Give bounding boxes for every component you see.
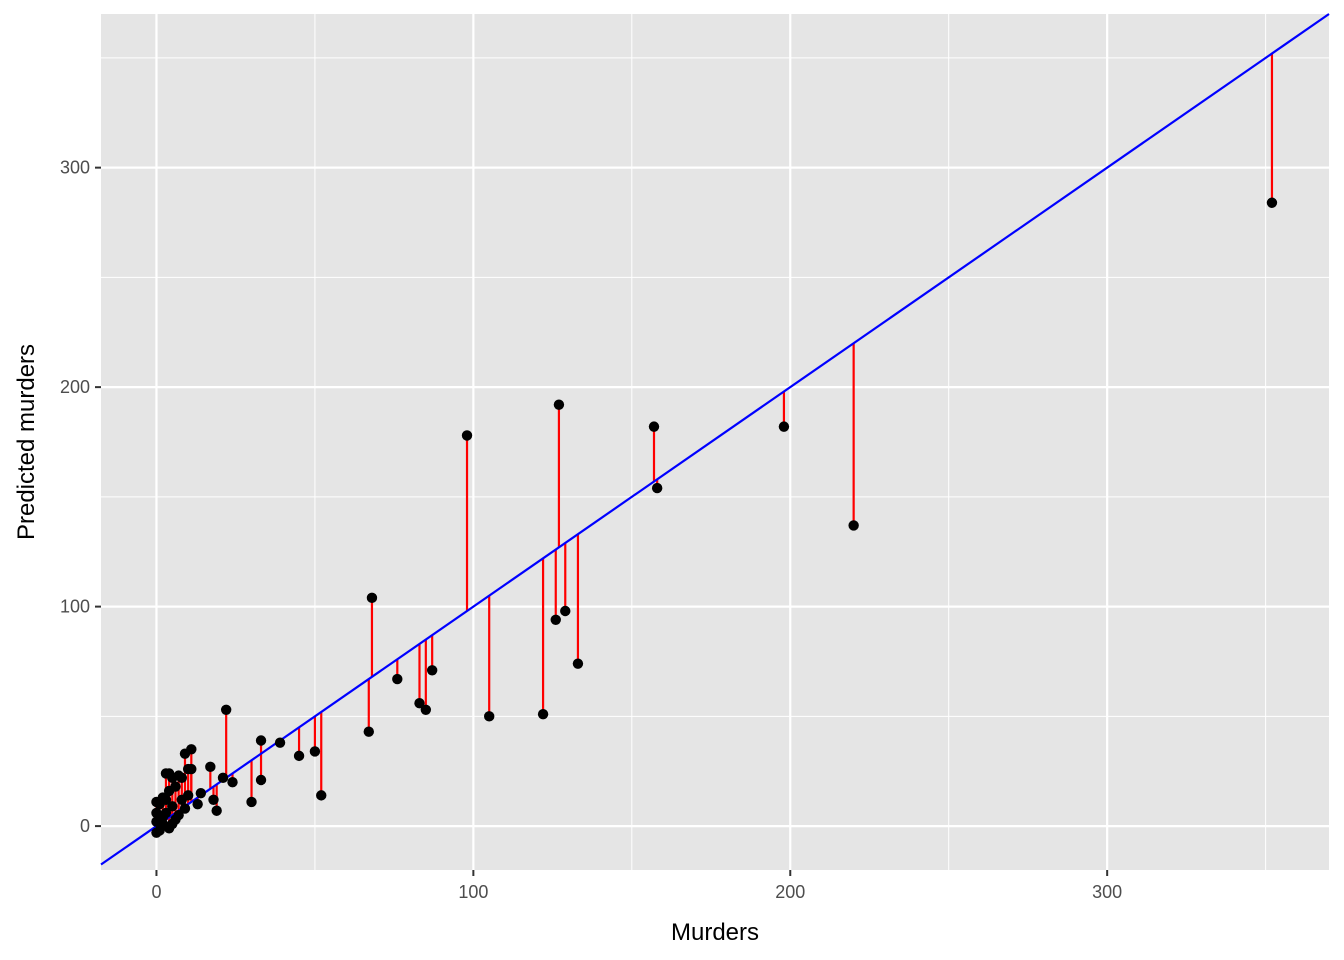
data-point xyxy=(176,794,188,805)
data-point xyxy=(220,704,232,715)
grid-major xyxy=(101,14,1329,870)
data-point xyxy=(461,430,473,441)
reference-line-group xyxy=(100,13,1330,866)
data-point xyxy=(274,737,286,748)
data-point xyxy=(163,785,175,797)
data-point xyxy=(651,482,663,494)
x-tick-label: 300 xyxy=(1092,882,1122,902)
x-tick-label: 100 xyxy=(458,882,488,902)
data-point xyxy=(363,726,374,737)
data-point xyxy=(560,605,571,617)
y-tick-label: 200 xyxy=(60,377,90,397)
data-point xyxy=(179,803,191,814)
data-point xyxy=(572,658,584,669)
data-point xyxy=(211,805,222,816)
data-points xyxy=(151,197,1278,838)
data-point xyxy=(151,796,162,808)
data-point xyxy=(1266,197,1278,208)
y-tick-label: 0 xyxy=(80,816,90,836)
data-point xyxy=(217,772,229,784)
data-point xyxy=(160,768,172,779)
data-point xyxy=(167,801,178,812)
data-point xyxy=(550,614,561,625)
data-point xyxy=(246,796,257,808)
y-tick-label: 300 xyxy=(60,158,90,178)
data-point xyxy=(182,763,194,775)
data-point xyxy=(179,748,191,759)
data-point xyxy=(255,774,267,786)
y-tick-label: 100 xyxy=(60,597,90,617)
data-point xyxy=(414,697,425,709)
reference-line xyxy=(100,13,1330,866)
data-point xyxy=(195,787,207,799)
grid-minor xyxy=(101,14,1329,870)
x-tick-label: 0 xyxy=(151,882,161,902)
y-axis-title: Predicted murders xyxy=(13,344,40,540)
x-axis-ticks: 0 100 200 300 xyxy=(151,870,1122,902)
data-point xyxy=(151,816,162,827)
data-point xyxy=(316,790,327,801)
data-point xyxy=(151,807,162,819)
data-point xyxy=(420,704,432,715)
data-point xyxy=(484,711,495,722)
data-point xyxy=(309,746,321,757)
x-axis-title: Murders xyxy=(671,919,759,946)
data-point xyxy=(205,761,216,773)
data-point xyxy=(553,399,565,410)
data-point xyxy=(366,592,378,604)
data-point xyxy=(426,665,438,676)
data-point xyxy=(227,777,238,788)
data-point xyxy=(537,708,549,720)
data-point xyxy=(255,735,267,746)
data-point xyxy=(208,794,219,805)
data-point xyxy=(848,520,859,531)
data-point xyxy=(293,750,305,762)
data-point xyxy=(648,421,660,432)
data-point xyxy=(392,673,403,685)
data-point xyxy=(192,798,203,810)
x-tick-label: 200 xyxy=(775,882,805,902)
data-point xyxy=(778,421,790,432)
y-axis-ticks: 0 100 200 300 xyxy=(60,158,101,836)
data-point xyxy=(151,827,162,838)
